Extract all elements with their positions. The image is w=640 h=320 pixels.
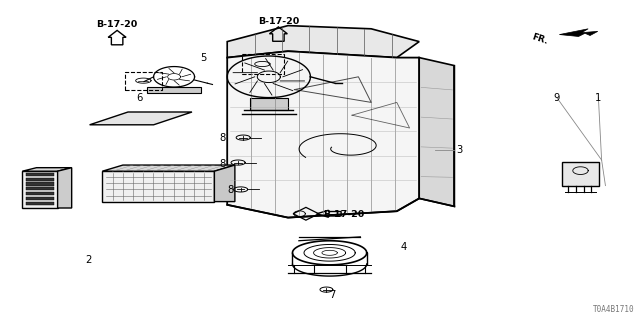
Polygon shape xyxy=(102,165,235,171)
Text: 6: 6 xyxy=(136,92,143,103)
Bar xyxy=(125,72,162,90)
Text: B-17-20: B-17-20 xyxy=(97,20,138,29)
Bar xyxy=(26,202,54,205)
Polygon shape xyxy=(90,112,192,125)
Text: B-17-20: B-17-20 xyxy=(323,210,364,219)
Text: 7: 7 xyxy=(330,290,336,300)
Polygon shape xyxy=(22,168,72,171)
Text: FR.: FR. xyxy=(531,32,549,46)
Polygon shape xyxy=(559,29,598,36)
Polygon shape xyxy=(214,165,235,202)
Bar xyxy=(26,197,54,200)
Bar xyxy=(26,182,54,186)
Text: 5: 5 xyxy=(200,52,207,63)
Bar xyxy=(242,54,284,74)
Text: 8: 8 xyxy=(220,132,226,143)
Text: 4: 4 xyxy=(400,242,406,252)
Text: 9: 9 xyxy=(554,92,560,103)
Polygon shape xyxy=(419,58,454,206)
Text: 3: 3 xyxy=(456,145,463,156)
Text: 2: 2 xyxy=(85,255,92,265)
Text: 8: 8 xyxy=(220,159,226,169)
Polygon shape xyxy=(227,51,419,218)
Bar xyxy=(562,162,599,186)
Bar xyxy=(147,87,201,93)
Bar xyxy=(26,173,54,176)
Text: B-17-20: B-17-20 xyxy=(258,17,299,26)
Polygon shape xyxy=(227,26,419,58)
Text: 8: 8 xyxy=(227,185,234,196)
Bar xyxy=(250,98,288,110)
Bar xyxy=(26,178,54,181)
Text: T0A4B1710: T0A4B1710 xyxy=(593,305,635,314)
Bar xyxy=(22,171,58,208)
Polygon shape xyxy=(58,168,72,208)
Bar xyxy=(102,171,214,202)
Bar xyxy=(26,192,54,195)
Bar xyxy=(26,187,54,190)
Text: 1: 1 xyxy=(595,92,602,103)
